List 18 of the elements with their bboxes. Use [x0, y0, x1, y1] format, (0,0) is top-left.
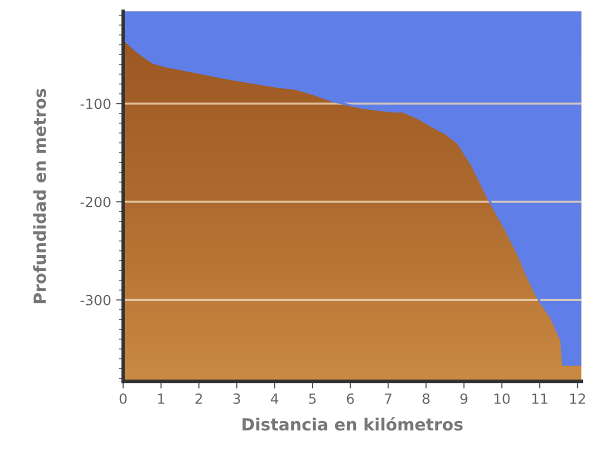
- y-tick-label: -200: [80, 196, 110, 208]
- x-tick-label: 8: [422, 393, 430, 404]
- y-axis-title: Profundidad en metros: [33, 88, 46, 304]
- x-tick-label: 10: [494, 393, 510, 404]
- x-tick-label: 11: [532, 394, 548, 404]
- x-tick-label: 1: [158, 394, 164, 404]
- x-tick-label: 7: [384, 394, 392, 404]
- x-axis-title: Distancia en kilómetros: [242, 417, 463, 431]
- x-tick-label: 3: [233, 393, 240, 404]
- x-tick-label: 2: [195, 393, 202, 404]
- x-tick-label: 4: [270, 394, 278, 404]
- x-tick-label: 5: [309, 394, 316, 404]
- y-tick-label: -300: [80, 294, 110, 306]
- x-tick-label: 12: [570, 393, 585, 404]
- y-tick-label: -100: [80, 98, 110, 110]
- x-tick-label: 0: [120, 393, 127, 404]
- x-tick-label: 9: [460, 393, 468, 404]
- x-tick-label: 6: [346, 393, 354, 404]
